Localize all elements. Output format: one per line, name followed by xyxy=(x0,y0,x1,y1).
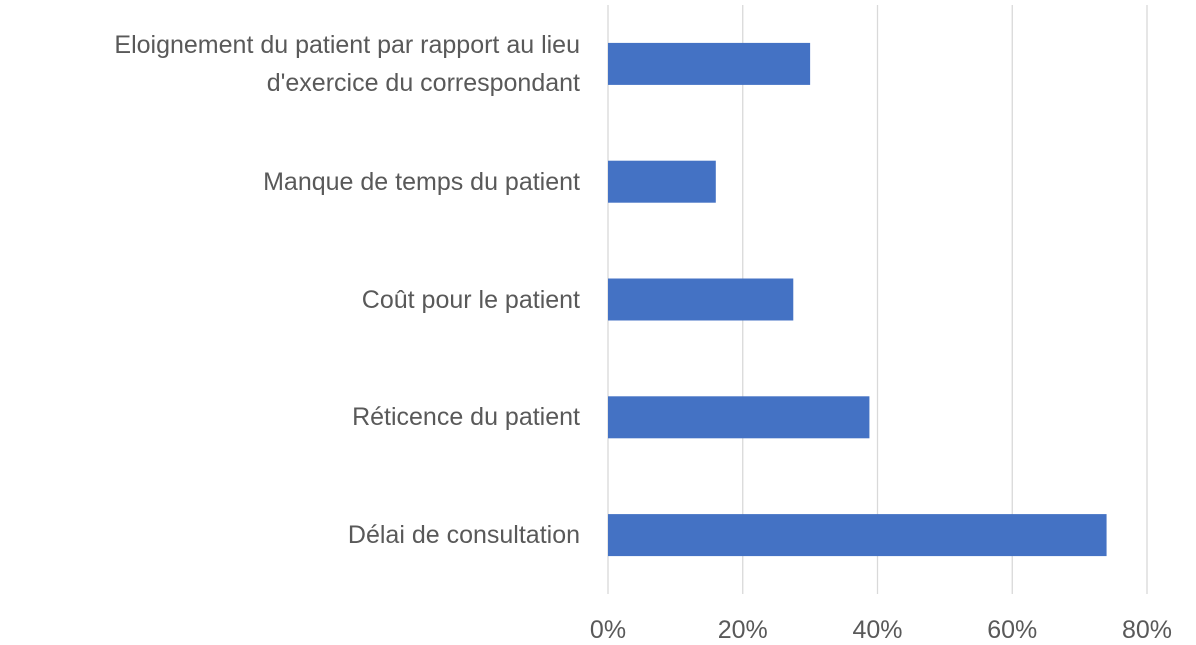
x-tick-label: 60% xyxy=(987,616,1038,644)
category-label: Réticence du patient xyxy=(352,403,580,432)
bar xyxy=(608,396,870,439)
bar xyxy=(608,42,811,85)
x-tick-label: 80% xyxy=(1121,616,1173,644)
bar xyxy=(608,278,794,321)
x-tick-label: 0% xyxy=(589,616,627,644)
category-label: Eloignement du patient par rapport au li… xyxy=(114,30,580,97)
x-tick-label: 20% xyxy=(717,616,768,644)
bar xyxy=(608,514,1107,557)
category-label: Coût pour le patient xyxy=(361,285,580,314)
category-label: Délai de consultation xyxy=(347,521,580,550)
bar xyxy=(608,160,716,203)
x-tick-label: 40% xyxy=(852,616,903,644)
category-label: Manque de temps du patient xyxy=(263,167,580,196)
